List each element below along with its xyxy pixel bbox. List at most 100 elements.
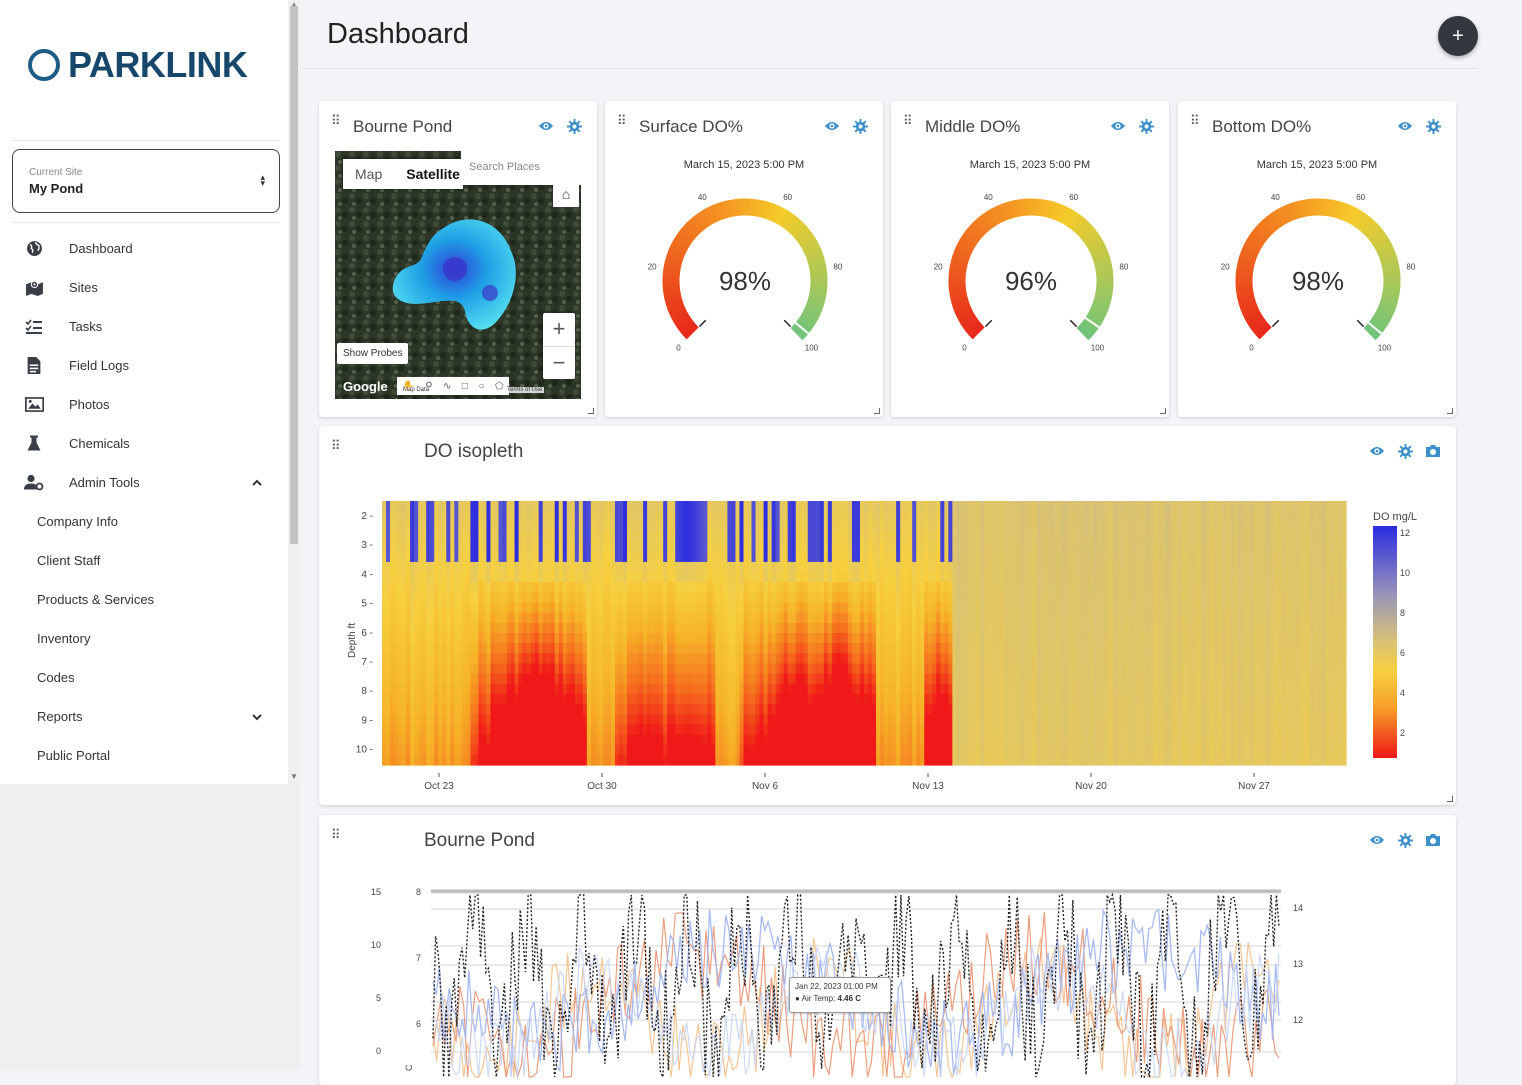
nav-admin-tools[interactable]: Admin Tools — [0, 463, 290, 502]
resize-handle[interactable] — [1160, 408, 1166, 414]
zoom-in-button[interactable]: + — [543, 313, 575, 347]
nav-reports[interactable]: Reports — [0, 697, 290, 736]
nav-inventory[interactable]: Inventory — [37, 631, 90, 646]
drag-handle-icon[interactable]: ⠿ — [331, 117, 340, 125]
eye-icon[interactable] — [823, 117, 841, 135]
heatmap-cell — [928, 704, 933, 715]
scroll-down-arrow-icon[interactable]: ▼ — [288, 772, 300, 782]
heatmap-cell — [804, 531, 809, 542]
eye-icon[interactable] — [1109, 117, 1127, 135]
heatmap-cell — [739, 653, 744, 664]
heatmap-cell — [976, 653, 981, 664]
gear-icon[interactable] — [1137, 117, 1155, 135]
heatmap-cell — [784, 552, 789, 563]
heatmap-cell — [723, 694, 728, 705]
polygon-icon[interactable]: ⬠ — [495, 381, 504, 392]
heatmap-cell — [515, 562, 520, 573]
heatmap-cell — [904, 623, 909, 634]
heatmap-cell — [940, 755, 945, 766]
isopleth-heatmap[interactable] — [382, 501, 1347, 766]
heatmap-cell — [454, 592, 459, 603]
heatmap-cell — [478, 745, 483, 756]
heatmap-cell — [571, 745, 576, 756]
gear-icon[interactable] — [1424, 117, 1442, 135]
heatmap-cell — [816, 663, 821, 674]
heatmap-cell — [884, 603, 889, 614]
nav-client-staff[interactable]: Client Staff — [37, 553, 100, 568]
heatmap-cell — [567, 633, 572, 644]
eye-icon[interactable] — [1396, 117, 1414, 135]
heatmap-cell — [968, 542, 973, 553]
parklink-logo[interactable]: PARKLINK — [28, 44, 247, 86]
header-divider — [302, 68, 1478, 69]
drag-handle-icon[interactable]: ⠿ — [903, 117, 912, 125]
heatmap-cell — [683, 633, 688, 644]
map-data-link[interactable]: Map Data — [401, 387, 431, 393]
current-site-select[interactable]: Current Site My Pond ▴▾ — [12, 149, 280, 213]
show-probes-button[interactable]: Show Probes — [337, 343, 408, 364]
heatmap-cell — [603, 531, 608, 542]
gear-icon[interactable] — [851, 117, 869, 135]
nav-products-services[interactable]: Products & Services — [37, 592, 154, 607]
nav-public-portal[interactable]: Public Portal — [37, 748, 110, 763]
nav-tasks[interactable]: Tasks — [0, 307, 290, 346]
drag-handle-icon[interactable]: ⠿ — [617, 117, 626, 125]
add-widget-button[interactable]: + — [1438, 16, 1478, 56]
heatmap-cell — [808, 714, 813, 725]
heatmap-cell — [1025, 542, 1030, 553]
eye-icon[interactable] — [537, 117, 555, 135]
heatmap-cell — [912, 704, 917, 715]
rectangle-icon[interactable]: □ — [462, 381, 468, 392]
heatmap-cell — [1041, 552, 1046, 563]
heatmap-cell — [820, 552, 825, 563]
polyline-icon[interactable]: ∿ — [443, 381, 451, 392]
heatmap-cell — [535, 542, 540, 553]
heatmap-cell — [1041, 755, 1046, 766]
heatmap-cell — [623, 643, 628, 654]
map-search-input[interactable]: Search Places — [461, 151, 581, 185]
heatmap-cell — [1065, 633, 1070, 644]
heatmap-cell — [687, 521, 692, 532]
nav-field-logs[interactable]: Field Logs — [0, 346, 290, 385]
nav-codes[interactable]: Codes — [37, 670, 75, 685]
heatmap-cell — [651, 755, 656, 766]
heatmap-cell — [543, 674, 548, 685]
zoom-out-button[interactable]: − — [543, 347, 575, 380]
heatmap-cell — [1009, 531, 1014, 542]
nav-sites[interactable]: Sites — [0, 268, 290, 307]
heatmap-cell — [691, 674, 696, 685]
heatmap-cell — [764, 735, 769, 746]
scrollbar-thumb[interactable] — [290, 6, 298, 544]
heatmap-cell — [478, 521, 483, 532]
gauge-end-marker — [985, 320, 991, 326]
heatmap-cell — [960, 562, 965, 573]
heatmap-cell — [772, 603, 777, 614]
nav-photos[interactable]: Photos — [0, 385, 290, 424]
heatmap-cell — [1017, 724, 1022, 735]
drag-handle-icon[interactable]: ⠿ — [1190, 117, 1199, 125]
heatmap-cell — [482, 623, 487, 634]
heatmap-cell — [784, 592, 789, 603]
circle-icon[interactable]: ○ — [478, 381, 484, 392]
heatmap-cell — [764, 704, 769, 715]
nav-dashboard[interactable]: Dashboard — [0, 229, 290, 268]
sidebar-scrollbar[interactable]: ▲ ▼ — [288, 0, 300, 784]
terms-link[interactable]: Terms of Use — [505, 387, 544, 393]
heatmap-cell — [639, 572, 644, 583]
heatmap-cell — [511, 684, 516, 695]
home-icon[interactable]: ⌂ — [553, 181, 579, 207]
resize-handle[interactable] — [588, 408, 594, 414]
heatmap-cell — [884, 694, 889, 705]
satellite-map[interactable]: Map Satellite Search Places ⌂ + − Show P… — [335, 151, 581, 399]
gear-icon[interactable] — [565, 117, 583, 135]
heatmap-cell — [723, 745, 728, 756]
heatmap-cell — [848, 735, 853, 746]
nav-chemicals[interactable]: Chemicals — [0, 424, 290, 463]
nav-company-info[interactable]: Company Info — [37, 514, 118, 529]
resize-handle[interactable] — [1447, 408, 1453, 414]
heatmap-cell — [844, 694, 849, 705]
heatmap-cell — [406, 684, 411, 695]
map-tab-map[interactable]: Map — [343, 159, 394, 189]
heatmap-cell — [956, 521, 961, 532]
resize-handle[interactable] — [874, 408, 880, 414]
